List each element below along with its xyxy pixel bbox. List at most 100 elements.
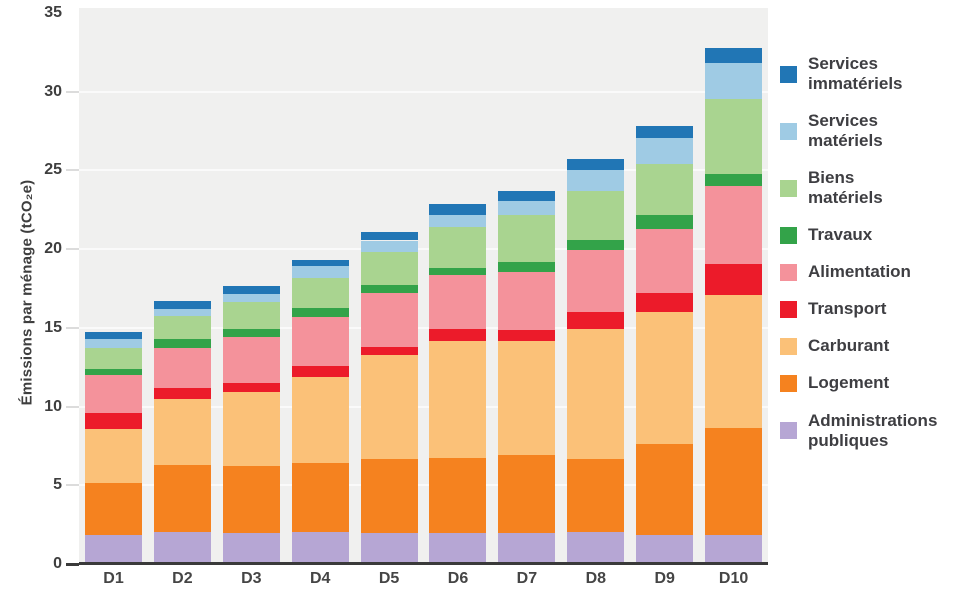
legend-swatch xyxy=(780,337,797,355)
bar-segment xyxy=(429,214,487,228)
x-tick-label: D8 xyxy=(585,570,607,587)
bar-segment xyxy=(291,260,349,267)
bar-segment xyxy=(222,382,280,393)
bar-segment xyxy=(429,204,487,215)
x-tick-label: D5 xyxy=(378,570,400,587)
bar-segment xyxy=(291,308,349,317)
x-tick-label: D2 xyxy=(172,570,193,587)
bar-segment xyxy=(636,293,694,313)
bar-segment xyxy=(360,346,418,356)
gridline xyxy=(79,90,768,93)
bar-segment xyxy=(636,164,694,216)
bar-d7 xyxy=(498,190,556,564)
legend-swatch xyxy=(780,122,797,140)
x-tick-label: D6 xyxy=(447,570,469,587)
legend-label: Travaux xyxy=(808,225,873,245)
legend-item-travaux: Travaux xyxy=(780,225,937,245)
bar-segment xyxy=(498,215,556,262)
bar-segment xyxy=(84,534,142,564)
bar-segment xyxy=(705,427,763,535)
legend-label: Biens matériels xyxy=(808,168,883,208)
bar-segment xyxy=(705,62,763,99)
bar-segment xyxy=(291,531,349,564)
bar-segment xyxy=(222,286,280,295)
bar-segment xyxy=(360,231,418,241)
legend-swatch xyxy=(780,422,797,440)
bar-segment xyxy=(84,412,142,429)
y-tick-label: 10 xyxy=(44,397,62,415)
bar-segment xyxy=(429,275,487,330)
bar-segment xyxy=(153,464,211,532)
bar-segment xyxy=(429,457,487,534)
bar-segment xyxy=(567,190,625,240)
bar-segment xyxy=(567,328,625,460)
bar-segment xyxy=(498,201,556,216)
bar-segment xyxy=(360,532,418,564)
bar-segment xyxy=(429,341,487,458)
bar-segment xyxy=(360,459,418,533)
bar-segment xyxy=(360,251,418,285)
bar-segment xyxy=(498,271,556,331)
gridline xyxy=(79,326,768,329)
bar-segment xyxy=(84,482,142,535)
bar-segment xyxy=(291,316,349,366)
bar-segment xyxy=(636,534,694,564)
bar-d1 xyxy=(84,331,142,564)
x-tick-label: D10 xyxy=(718,570,749,587)
x-axis-baseline-dash xyxy=(630,562,700,565)
bar-segment xyxy=(705,294,763,428)
legend-label: Carburant xyxy=(808,336,890,356)
legend-item-transport: Transport xyxy=(780,299,937,319)
y-tick-label: 0 xyxy=(53,555,62,572)
legend-label: Services matériels xyxy=(808,111,883,151)
x-tick-label: D3 xyxy=(241,570,262,587)
bar-d8 xyxy=(567,158,625,564)
bar-segment xyxy=(84,375,142,413)
bar-segment xyxy=(636,215,694,229)
bar-segment xyxy=(153,316,211,339)
gridline xyxy=(79,405,768,408)
y-tick-label: 5 xyxy=(53,476,62,494)
bar-segment xyxy=(429,268,487,276)
bar-d5 xyxy=(360,231,418,564)
bar-segment xyxy=(567,158,625,171)
bar-segment xyxy=(705,186,763,265)
legend-label: Transport xyxy=(808,299,887,319)
bar-segment xyxy=(153,301,211,309)
bar-d9 xyxy=(636,125,694,564)
legend-label: Services immatériels xyxy=(808,54,903,94)
gridline xyxy=(79,248,768,251)
x-axis-baseline-dash xyxy=(216,562,286,565)
bar-segment xyxy=(567,249,625,313)
x-axis-baseline-dash xyxy=(354,562,424,565)
bar-segment xyxy=(291,278,349,309)
y-tick-mark xyxy=(66,405,79,408)
bar-segment xyxy=(705,48,763,63)
legend-item-logement: Logement xyxy=(780,373,937,393)
bar-segment xyxy=(222,294,280,302)
bar-segment xyxy=(498,261,556,272)
x-tick-label: D7 xyxy=(516,570,538,587)
bar-segment xyxy=(222,337,280,383)
y-axis-zero-tick xyxy=(66,563,79,566)
gridline xyxy=(79,484,768,487)
bar-segment xyxy=(153,308,211,317)
y-tick-mark xyxy=(66,326,79,329)
bar-segment xyxy=(222,392,280,467)
bar-segment xyxy=(429,533,487,564)
x-axis-baseline-dash xyxy=(78,562,148,565)
x-tick-label: D9 xyxy=(654,570,675,587)
bar-segment xyxy=(153,387,211,399)
bar-segment xyxy=(291,266,349,279)
legend-swatch xyxy=(780,65,797,83)
bar-segment xyxy=(498,341,556,455)
bar-segment xyxy=(222,301,280,330)
x-axis-baseline-dash xyxy=(147,562,217,565)
x-axis-baseline-dash xyxy=(285,562,355,565)
bar-segment xyxy=(705,173,763,187)
bar-segment xyxy=(705,98,763,174)
bar-segment xyxy=(360,293,418,347)
bar-d6 xyxy=(429,204,487,564)
gridline xyxy=(79,169,768,172)
bar-segment xyxy=(636,228,694,294)
